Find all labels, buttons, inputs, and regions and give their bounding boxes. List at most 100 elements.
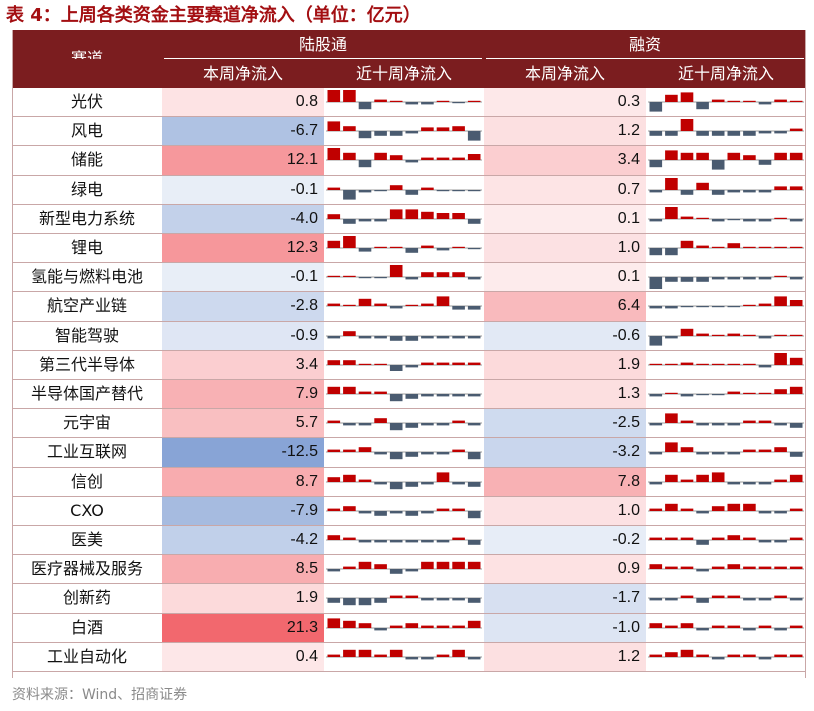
spark-bar	[327, 90, 341, 102]
spark-bar	[743, 537, 756, 540]
spark-bar	[680, 447, 694, 453]
header-row-1: 赛道 陆股通 融资	[12, 30, 806, 68]
spark-bar	[374, 189, 387, 191]
spark-bar	[649, 102, 663, 112]
sparkline-lgt	[326, 236, 482, 253]
spark-bar	[421, 394, 434, 397]
table-row: 工业互联网 -12.5 -3.2	[12, 438, 806, 470]
spark-bar	[711, 471, 725, 482]
spark-bar	[743, 131, 756, 136]
spark-bar	[436, 423, 450, 426]
spark-bar	[696, 153, 709, 161]
table-row: 储能 12.1 3.4	[12, 146, 806, 178]
lgt-this-week-value: 8.7	[162, 467, 324, 496]
lgt-this-week-value: 12.3	[162, 234, 324, 263]
spark-bar	[789, 654, 803, 657]
sector-name: 绿电	[70, 179, 103, 199]
spark-bar	[421, 102, 434, 105]
spark-bar	[467, 218, 481, 224]
spark-bar	[343, 330, 356, 336]
spark-bar	[696, 474, 709, 482]
sparkline-lgt	[326, 505, 482, 518]
spark-bar	[358, 189, 372, 192]
sparkline-lgt	[326, 418, 482, 431]
sector-name: 氢能与燃料电池	[30, 267, 143, 287]
spark-bar	[421, 272, 434, 278]
spark-bar	[649, 537, 663, 540]
spark-bar	[758, 218, 772, 222]
spark-bar	[374, 131, 387, 136]
spark-bar	[758, 102, 772, 105]
spark-bar	[774, 423, 787, 426]
spark-bar	[743, 155, 756, 161]
spark-bar	[727, 654, 741, 657]
spark-bar	[680, 277, 694, 282]
rz-ten-weeks-spark	[648, 88, 804, 120]
spark-bar	[467, 154, 481, 161]
spark-bar	[774, 185, 787, 190]
spark-bar	[374, 391, 387, 394]
spark-bar	[327, 386, 341, 394]
spark-bar	[358, 598, 372, 606]
lgt-ten-weeks-spark	[326, 205, 482, 237]
spark-bar	[665, 131, 678, 136]
lgt-ten-weeks-spark	[326, 584, 482, 616]
spark-bar	[789, 218, 803, 222]
spark-bar	[665, 503, 678, 511]
spark-bar	[436, 394, 450, 397]
sparkline-rz	[648, 328, 804, 346]
spark-bar	[452, 625, 465, 628]
spark-bar	[665, 651, 678, 657]
spark-bar	[374, 654, 387, 657]
table-row: 医美 -4.2 -0.2	[12, 526, 806, 556]
lgt-ten-weeks-spark	[326, 643, 482, 675]
sparkline-rz	[648, 503, 804, 514]
rz-this-week-value: -3.2	[484, 438, 646, 467]
spark-bar	[452, 649, 465, 657]
spark-bar	[789, 537, 803, 540]
spark-bar	[727, 153, 741, 161]
spark-bar	[374, 246, 387, 248]
spark-bar	[467, 362, 481, 365]
spark-bar	[358, 447, 372, 453]
header-lgt-ten-weeks: 近十周净流入	[355, 64, 452, 83]
sparkline-lgt	[326, 649, 482, 660]
spark-bar	[343, 505, 356, 511]
spark-bar	[758, 625, 772, 628]
spark-bar	[774, 99, 787, 102]
spark-bar	[452, 420, 465, 424]
rz-ten-weeks-spark	[648, 468, 804, 500]
spark-bar	[467, 656, 481, 660]
rz-ten-weeks-spark	[648, 146, 804, 178]
rz-ten-weeks-spark	[648, 438, 804, 470]
spark-bar	[327, 303, 341, 307]
spark-bar	[727, 131, 741, 136]
spark-bar	[649, 363, 663, 365]
lgt-ten-weeks-spark	[326, 88, 482, 120]
rz-ten-weeks-spark	[648, 292, 804, 324]
spark-bar	[405, 622, 419, 628]
spark-bar	[789, 246, 803, 248]
spark-bar	[389, 625, 403, 628]
spark-bar	[436, 127, 450, 132]
spark-bar	[727, 481, 741, 484]
spark-bar	[405, 595, 419, 599]
spark-bar	[680, 537, 694, 540]
spark-bar	[436, 540, 450, 543]
lgt-this-week-value: -4.0	[162, 204, 324, 233]
sparkline-rz	[648, 92, 804, 112]
spark-bar	[774, 217, 787, 219]
spark-bar	[405, 540, 419, 543]
spark-bar	[649, 654, 663, 657]
spark-bar	[711, 566, 725, 570]
lgt-this-week-value: -12.5	[162, 438, 324, 467]
spark-bar	[680, 119, 694, 132]
spark-bar	[711, 99, 725, 102]
spark-bar	[758, 131, 772, 134]
sparkline-rz	[648, 150, 804, 170]
header-rongzi: 融资	[628, 35, 661, 54]
spark-bar	[727, 363, 741, 365]
rz-this-week-value: 1.0	[484, 496, 646, 525]
spark-bar	[327, 569, 341, 572]
spark-bar	[727, 535, 741, 540]
